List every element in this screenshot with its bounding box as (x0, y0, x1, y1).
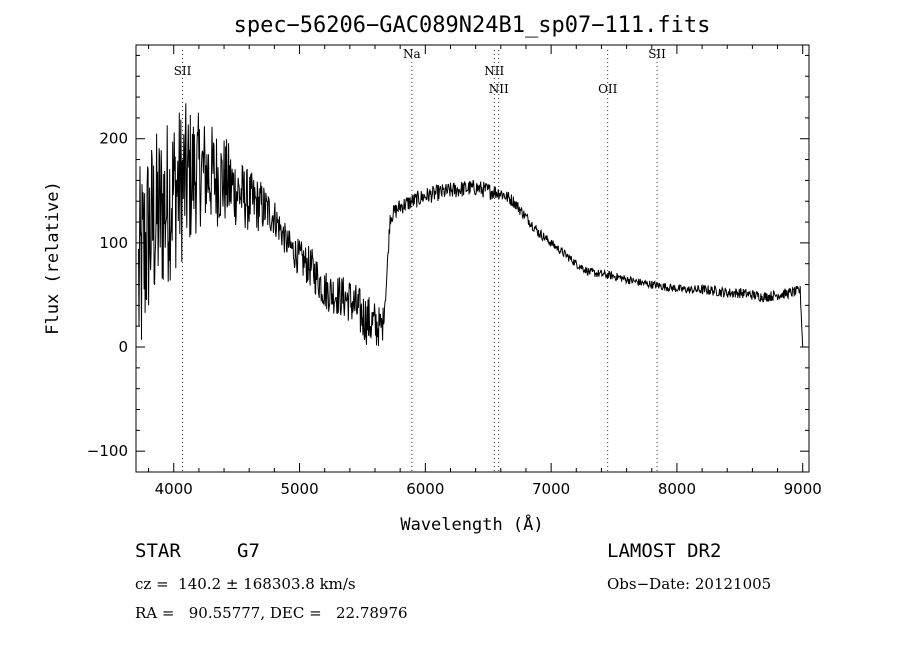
x-tick-label: 5000 (280, 480, 318, 498)
object-type: STAR (135, 540, 181, 562)
line-marker-label: SII (648, 47, 666, 61)
line-marker-label: SII (174, 64, 192, 78)
line-marker-label: NII (484, 64, 504, 78)
line-marker-label: NII (489, 82, 509, 96)
line-marker-label: Na (403, 47, 421, 61)
line-marker-label: OII (598, 82, 618, 96)
observation-date: Obs−Date: 20121005 (607, 575, 772, 593)
chart-title: spec−56206−GAC089N24B1_sp07−111.fits (234, 13, 711, 38)
spectrum-line (138, 103, 804, 348)
plot-frame (135, 44, 810, 473)
x-tick-label: 6000 (406, 480, 444, 498)
x-tick-label: 7000 (532, 480, 570, 498)
x-axis-label: Wavelength (Å) (400, 513, 543, 535)
object-subclass: G7 (237, 540, 260, 562)
axis-ticks: 4000 5000 6000 7000 8000 9000 −100 0 100 200 (87, 45, 822, 498)
y-axis-label: Flux (relative) (43, 181, 63, 335)
x-tick-label: 4000 (155, 480, 193, 498)
x-tick-label: 8000 (658, 480, 696, 498)
y-tick-label: −100 (87, 442, 128, 460)
redshift-velocity: cz = 140.2 ± 168303.8 km/s (135, 575, 356, 593)
emission-line-markers: SII Na NII NII OII SII (174, 47, 666, 472)
y-tick-label: 0 (118, 338, 128, 356)
y-tick-label: 200 (99, 130, 128, 148)
x-tick-label: 9000 (784, 480, 822, 498)
survey-name: LAMOST DR2 (607, 540, 722, 562)
y-tick-label: 100 (99, 234, 128, 252)
sky-coordinates: RA = 90.55777, DEC = 22.78976 (135, 604, 408, 622)
